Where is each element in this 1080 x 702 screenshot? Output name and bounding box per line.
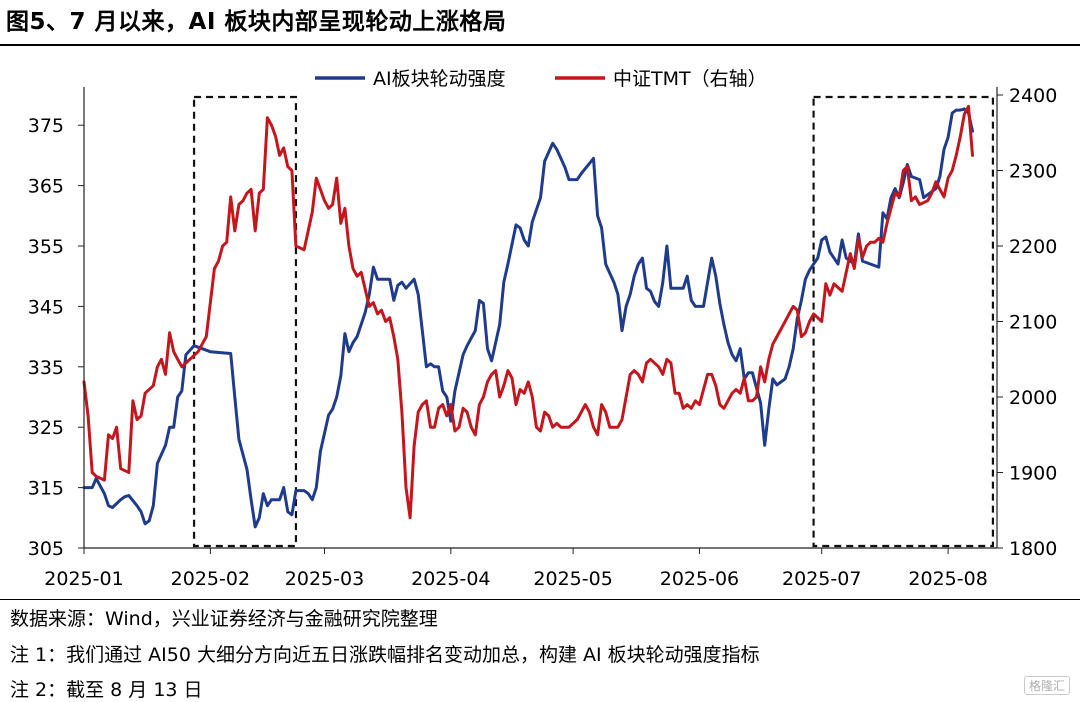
- left-tick-label: 335: [28, 357, 64, 379]
- legend: AI板块轮动强度 中证TMT（右轴）: [315, 68, 767, 90]
- source-rule: [0, 599, 1080, 600]
- series-line-2: [82, 104, 974, 520]
- right-tick-label: 2100: [1009, 312, 1057, 334]
- highlight-box-1: [192, 95, 298, 548]
- x-tick-label: 2025-08: [908, 568, 987, 590]
- legend-label-1: AI板块轮动强度: [373, 68, 506, 90]
- note-2: 注 2：截至 8 月 13 日: [10, 679, 203, 701]
- data-source-note: 数据来源：Wind，兴业证券经济与金融研究院整理: [10, 608, 438, 630]
- x-tick-label: 2025-07: [782, 568, 861, 590]
- chart: 305 315 325 335 345 355 365 375 1800 1900 2000 2100…: [28, 68, 1058, 590]
- left-tick-label: 305: [28, 538, 64, 560]
- x-tick-label: 2025-05: [533, 568, 612, 590]
- right-tick-label: 2300: [1009, 161, 1057, 183]
- series-line-1: [82, 107, 974, 529]
- highlight-box-2: [812, 95, 995, 548]
- right-tick-label: 2200: [1009, 236, 1057, 258]
- right-tick-label: 1800: [1009, 538, 1057, 560]
- left-tick-label: 325: [28, 417, 64, 439]
- legend-label-2: 中证TMT（右轴）: [613, 68, 767, 90]
- left-tick-label: 315: [28, 478, 64, 500]
- x-tick-label: 2025-06: [660, 568, 739, 590]
- axes: 305 315 325 335 345 355 365 375 1800 1900 2000 2100…: [28, 85, 1058, 590]
- x-tick-label: 2025-03: [285, 568, 364, 590]
- title-rule: [0, 44, 1080, 46]
- right-tick-label: 1900: [1009, 463, 1057, 485]
- x-tick-label: 2025-02: [171, 568, 250, 590]
- left-tick-label: 355: [28, 236, 64, 258]
- right-tick-label: 2000: [1009, 387, 1057, 409]
- watermark-logo: 格隆汇: [1023, 676, 1070, 695]
- x-tick-label: 2025-04: [411, 568, 490, 590]
- right-tick-label: 2400: [1009, 85, 1057, 107]
- x-tick-label: 2025-01: [44, 568, 123, 590]
- note-1: 注 1：我们通过 AI50 大细分方向近五日涨跌幅排名变动加总，构建 AI 板块…: [10, 644, 760, 666]
- figure-title: 图5、7 月以来，AI 板块内部呈现轮动上涨格局: [6, 9, 507, 35]
- series-lines: [82, 104, 974, 529]
- left-tick-label: 345: [28, 296, 64, 318]
- left-tick-label: 375: [28, 115, 64, 137]
- left-tick-label: 365: [28, 176, 64, 198]
- highlight-boxes: [192, 95, 995, 548]
